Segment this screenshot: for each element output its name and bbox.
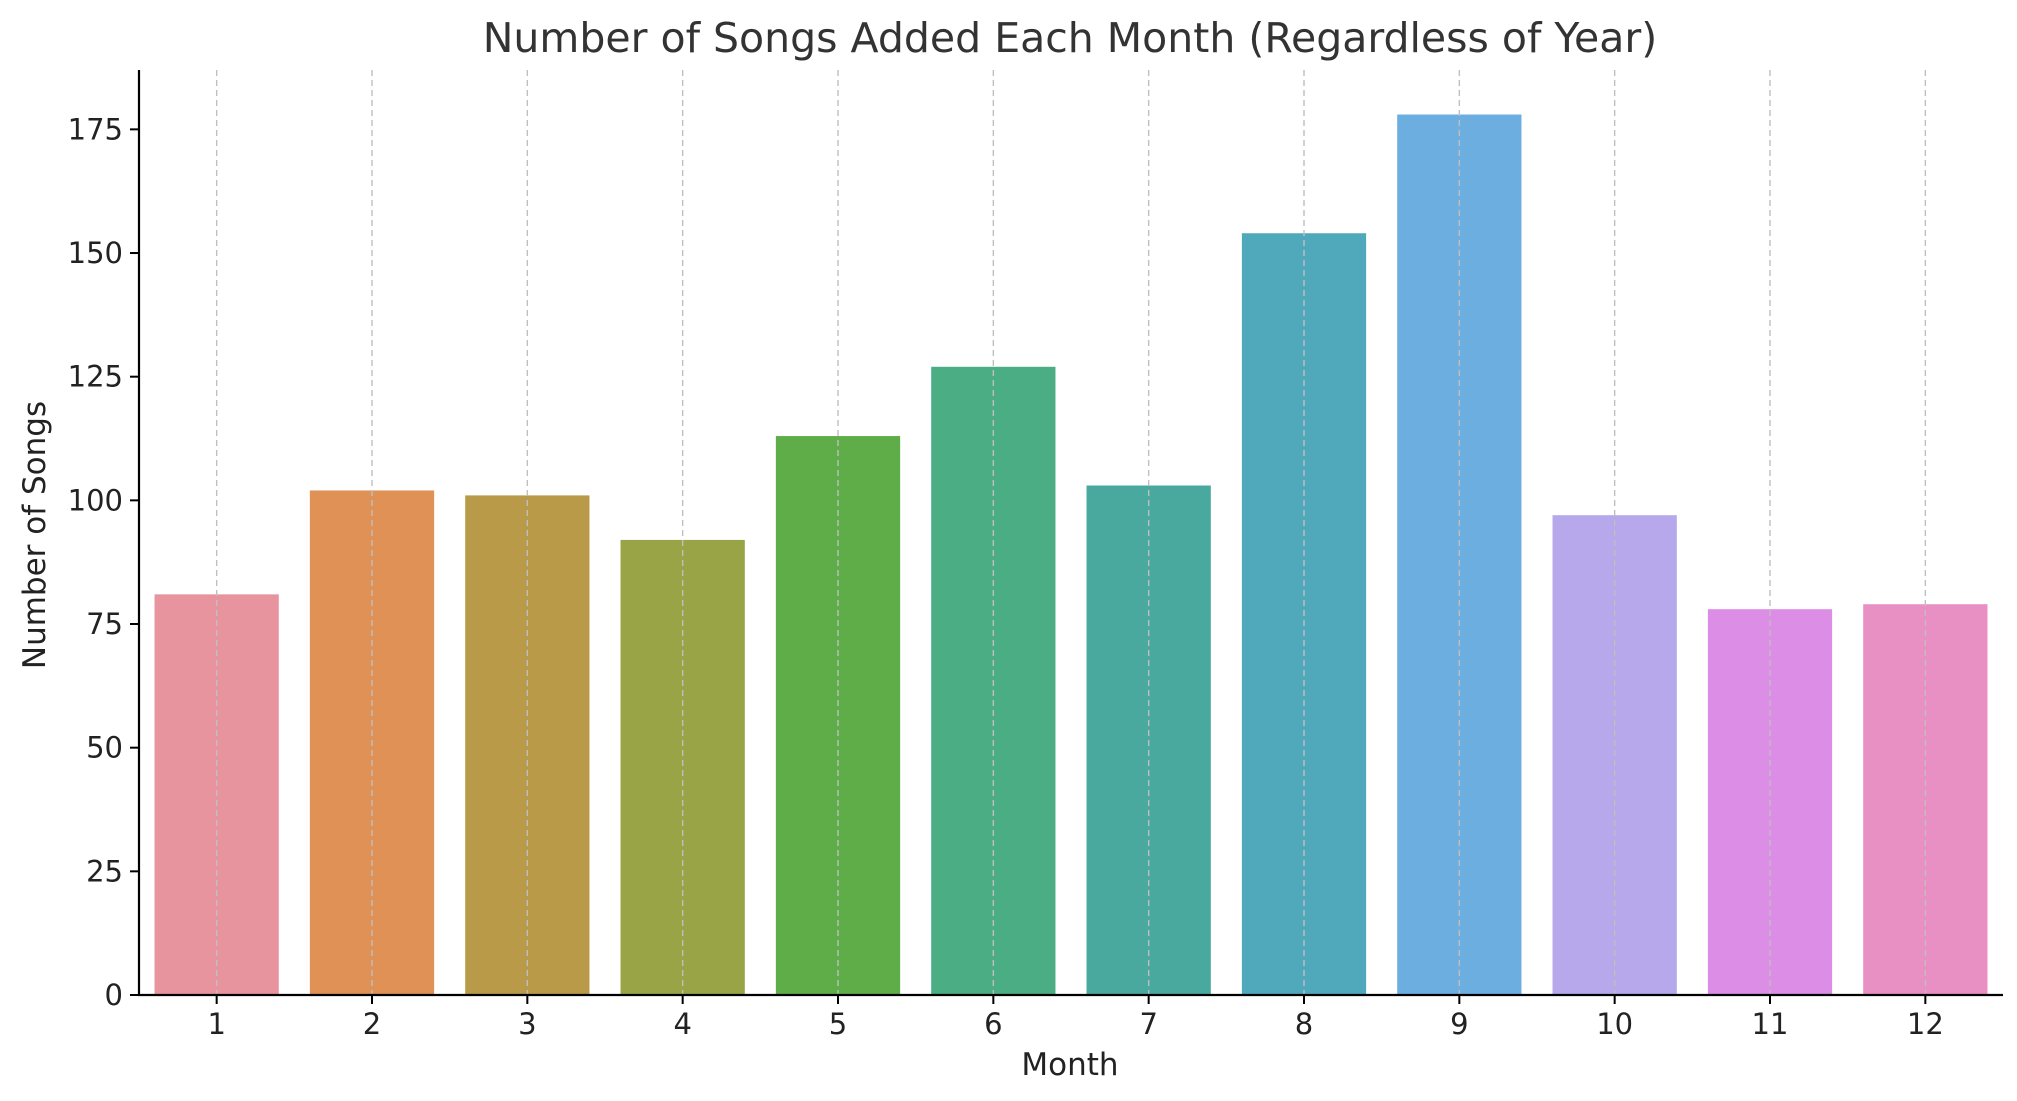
y-axis-ticks: 0 25 50 75 100 125 150 175 <box>68 112 139 1012</box>
x-tick-label-11: 11 <box>1752 1007 1789 1041</box>
axes <box>137 70 2003 997</box>
bars <box>154 114 1988 995</box>
x-tick-label-9: 9 <box>1450 1007 1468 1041</box>
y-tick-label-0: 0 <box>105 978 123 1012</box>
y-tick-label-75: 75 <box>86 607 123 641</box>
y-axis-label: Number of Songs <box>17 401 53 669</box>
bar-month-4 <box>620 539 745 995</box>
bar-month-12 <box>1863 604 1988 995</box>
x-axis-ticks: 1 2 3 4 5 6 7 8 9 10 11 12 <box>207 995 1944 1041</box>
grid-lines <box>215 70 1927 995</box>
y-tick-label-25: 25 <box>86 854 123 888</box>
y-tick-label-150: 150 <box>68 236 123 270</box>
x-tick-label-8: 8 <box>1295 1007 1313 1041</box>
x-tick-label-12: 12 <box>1907 1007 1944 1041</box>
x-tick-label-5: 5 <box>829 1007 847 1041</box>
y-tick-label-50: 50 <box>86 731 123 765</box>
chart-title: Number of Songs Added Each Month (Regard… <box>483 14 1658 62</box>
x-tick-label-7: 7 <box>1139 1007 1157 1041</box>
x-axis-label: Month <box>1021 1047 1118 1083</box>
x-tick-label-10: 10 <box>1596 1007 1633 1041</box>
y-tick-label-125: 125 <box>68 360 123 394</box>
x-tick-label-4: 4 <box>673 1007 691 1041</box>
y-tick-label-100: 100 <box>68 483 123 517</box>
x-tick-label-1: 1 <box>207 1007 225 1041</box>
x-tick-label-6: 6 <box>984 1007 1002 1041</box>
x-tick-label-3: 3 <box>518 1007 536 1041</box>
x-tick-label-2: 2 <box>363 1007 381 1041</box>
y-tick-label-175: 175 <box>68 112 123 146</box>
